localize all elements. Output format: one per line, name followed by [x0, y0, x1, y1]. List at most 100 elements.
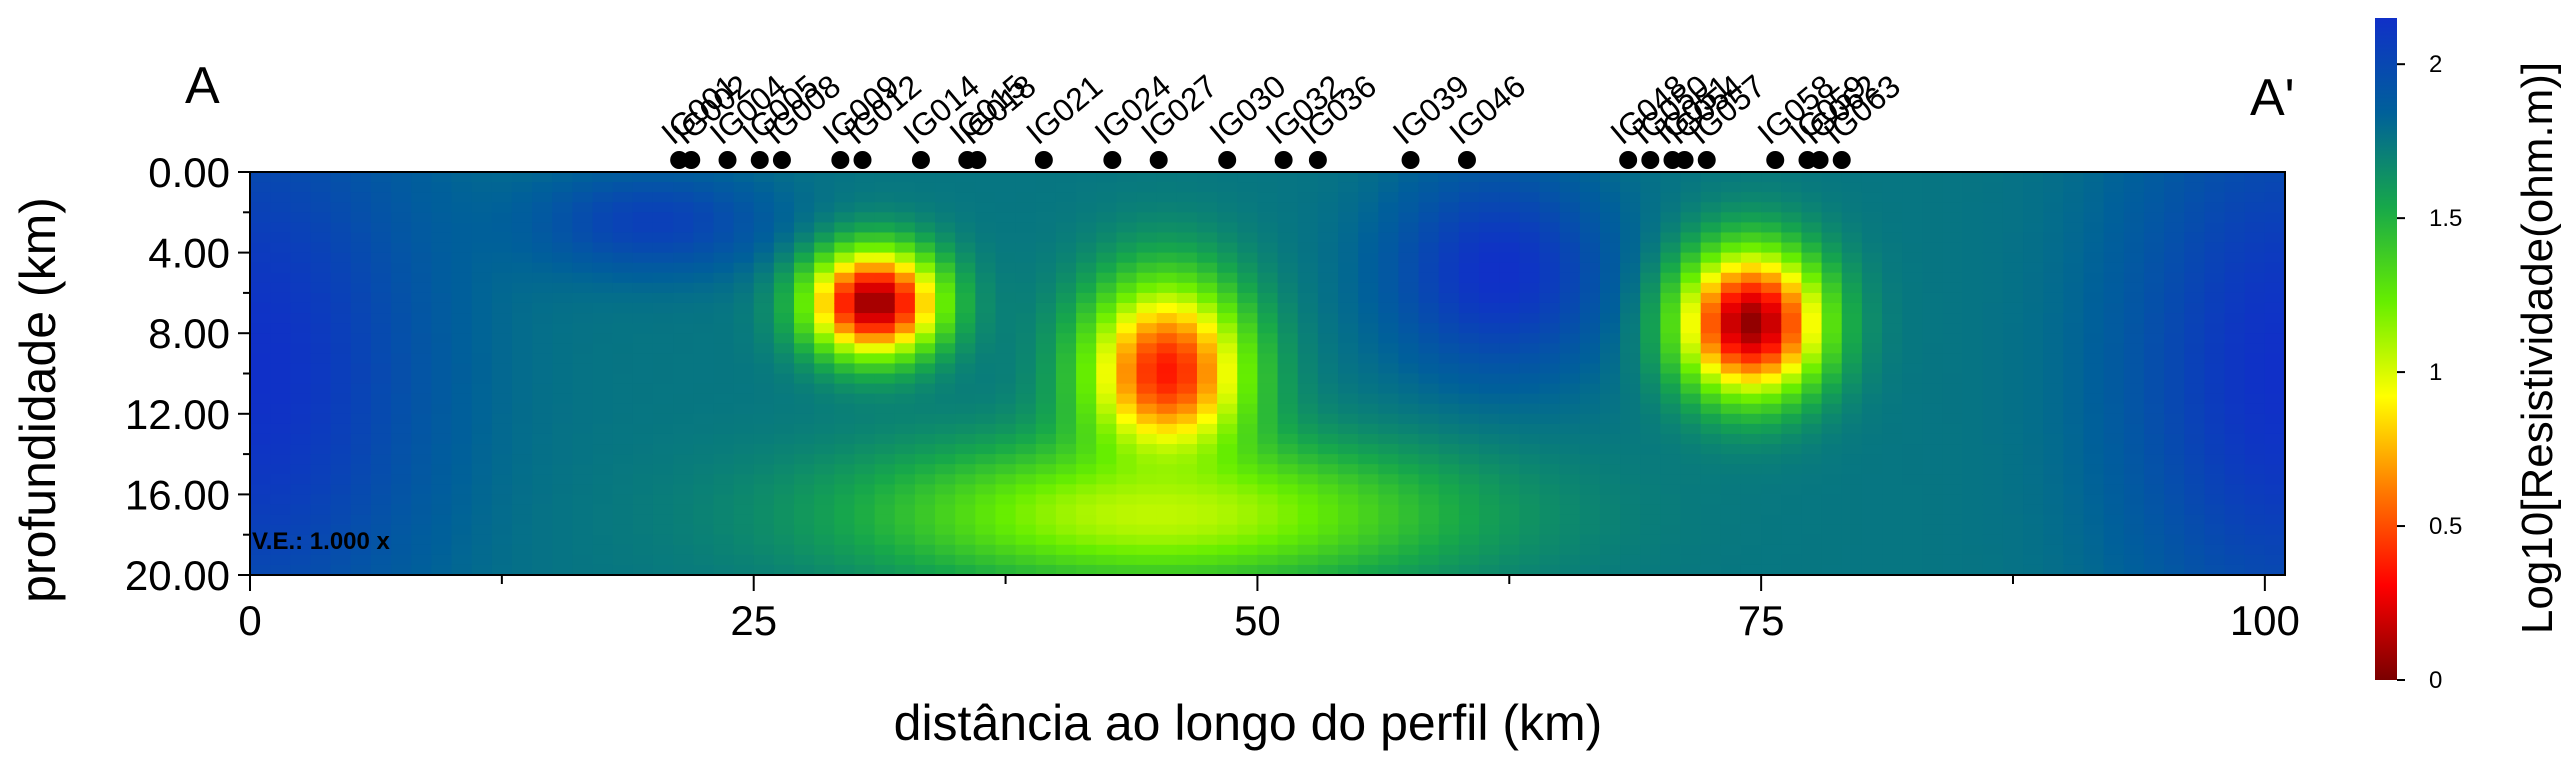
- heatmap-cell: [1801, 454, 1823, 465]
- heatmap-cell: [1035, 544, 1057, 556]
- heatmap-cell: [491, 252, 513, 264]
- heatmap-cell: [2123, 212, 2145, 223]
- heatmap-cell: [391, 212, 412, 223]
- heatmap-cell: [552, 554, 573, 566]
- heatmap-cell: [1720, 242, 1742, 254]
- heatmap-cell: [733, 524, 755, 536]
- heatmap-cell: [471, 222, 493, 234]
- heatmap-cell: [431, 403, 453, 415]
- heatmap-cell: [1922, 554, 1944, 566]
- heatmap-cell: [592, 534, 614, 546]
- heatmap-cell: [612, 564, 634, 576]
- heatmap-cell: [370, 192, 392, 203]
- heatmap-cell: [2264, 272, 2286, 284]
- heatmap-cell: [2264, 393, 2286, 405]
- heatmap-cell: [1378, 403, 1400, 415]
- heatmap-cell: [1035, 262, 1057, 274]
- heatmap-cell: [1982, 403, 2004, 415]
- heatmap-cell: [1196, 313, 1218, 324]
- heatmap-cell: [693, 363, 715, 375]
- heatmap-cell: [1620, 423, 1641, 435]
- heatmap-cell: [1801, 302, 1823, 314]
- heatmap-cell: [330, 464, 352, 475]
- heatmap-cell: [1015, 484, 1037, 495]
- heatmap-cell: [753, 182, 775, 193]
- heatmap-cell: [975, 202, 997, 213]
- heatmap-cell: [2264, 403, 2286, 415]
- heatmap-cell: [854, 212, 876, 223]
- heatmap-cell: [1257, 423, 1279, 435]
- heatmap-cell: [1438, 313, 1460, 324]
- heatmap-cell: [511, 232, 533, 244]
- heatmap-cell: [713, 222, 735, 234]
- heatmap-cell: [975, 393, 997, 405]
- heatmap-cell: [471, 484, 493, 495]
- heatmap-cell: [1156, 564, 1178, 576]
- heatmap-cell: [2023, 474, 2044, 485]
- heatmap-cell: [2002, 534, 2024, 546]
- heatmap-cell: [270, 464, 291, 475]
- heatmap-cell: [632, 413, 654, 425]
- heatmap-cell: [2103, 373, 2125, 385]
- heatmap-cell: [1982, 242, 2004, 254]
- heatmap-cell: [1922, 514, 1944, 526]
- heatmap-cell: [2204, 484, 2226, 495]
- heatmap-cell: [1579, 252, 1601, 264]
- heatmap-cell: [1660, 272, 1682, 284]
- heatmap-cell: [1358, 353, 1379, 365]
- heatmap-cell: [1539, 292, 1561, 304]
- heatmap-cell: [2002, 353, 2024, 365]
- heatmap-cell: [330, 494, 352, 506]
- heatmap-cell: [1257, 383, 1279, 395]
- heatmap-cell: [1700, 514, 1722, 526]
- heatmap-cell: [1781, 252, 1803, 264]
- heatmap-cell: [1620, 554, 1641, 566]
- heatmap-cell: [1458, 272, 1480, 284]
- heatmap-cell: [1962, 242, 1984, 254]
- heatmap-cell: [773, 564, 795, 576]
- heatmap-cell: [1297, 292, 1319, 304]
- heatmap-cell: [1640, 534, 1661, 546]
- heatmap-cell: [1640, 272, 1661, 284]
- heatmap-cell: [1559, 464, 1581, 475]
- heatmap-cell: [1519, 242, 1541, 254]
- heatmap-cell: [1398, 192, 1420, 203]
- heatmap-cell: [874, 192, 896, 203]
- heatmap-cell: [1156, 433, 1178, 445]
- heatmap-cell: [2103, 212, 2125, 223]
- heatmap-cell: [874, 282, 896, 294]
- heatmap-cell: [1277, 373, 1299, 385]
- heatmap-cell: [1458, 433, 1480, 445]
- heatmap-cell: [592, 464, 614, 475]
- heatmap-cell: [411, 353, 432, 365]
- heatmap-cell: [2002, 282, 2024, 294]
- heatmap-cell: [1922, 282, 1944, 294]
- heatmap-cell: [1982, 212, 2004, 223]
- heatmap-cell: [794, 323, 815, 334]
- heatmap-cell: [1801, 262, 1823, 274]
- heatmap-cell: [2002, 444, 2024, 455]
- heatmap-cell: [914, 363, 936, 375]
- heatmap-cell: [1821, 373, 1843, 385]
- heatmap-cell: [1680, 554, 1702, 566]
- heatmap-cell: [1962, 272, 1984, 284]
- heatmap-cell: [773, 343, 795, 354]
- heatmap-cell: [1801, 272, 1823, 284]
- heatmap-cell: [431, 242, 453, 254]
- heatmap-cell: [532, 504, 553, 516]
- heatmap-cell: [330, 484, 352, 495]
- heatmap-cell: [1821, 383, 1843, 395]
- heatmap-cell: [2002, 202, 2024, 213]
- heatmap-cell: [552, 474, 573, 485]
- heatmap-cell: [995, 313, 1017, 324]
- heatmap-cell: [1579, 313, 1601, 324]
- heatmap-cell: [1720, 433, 1742, 445]
- heatmap-cell: [2164, 504, 2185, 516]
- heatmap-cell: [894, 262, 916, 274]
- heatmap-cell: [2103, 323, 2125, 334]
- heatmap-cell: [1358, 534, 1379, 546]
- heatmap-cell: [814, 302, 835, 314]
- heatmap-cell: [1599, 222, 1621, 234]
- heatmap-cell: [552, 524, 573, 536]
- heatmap-cell: [270, 212, 291, 223]
